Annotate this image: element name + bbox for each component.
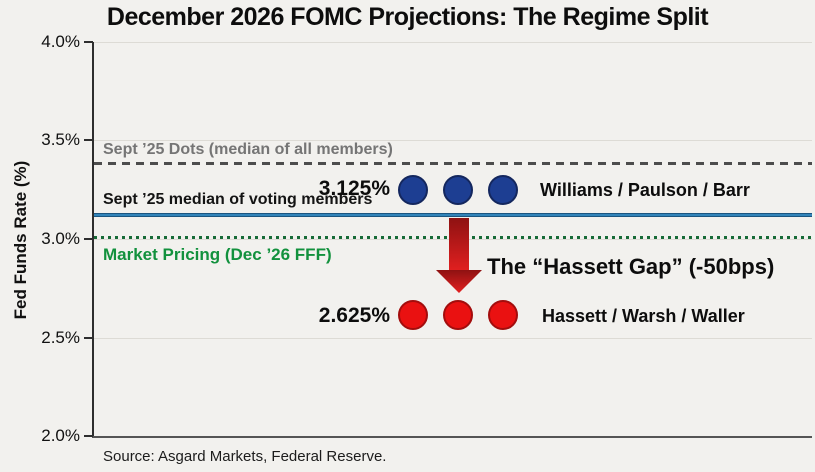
y-tick-label: 2.0% [41,426,80,445]
sept25-dots-median-label: Sept ’25 Dots (median of all members) [103,141,393,158]
down-arrow-icon [436,218,482,293]
gridline-2.5 [94,338,812,339]
blue-dot [398,175,428,205]
market-pricing-label: Market Pricing (Dec ’26 FFF) [103,245,332,264]
red-dot [398,300,428,330]
hawk-rate-label: 3.125% [318,177,390,200]
chart-title: December 2026 FOMC Projections: The Regi… [106,3,709,31]
y-axis-line [92,42,94,437]
dove-rate-label: 2.625% [318,304,390,327]
sept25-voting-median-label: Sept ’25 median of voting members [103,191,373,208]
y-tick [84,238,93,240]
gridline-4.0 [94,42,812,43]
y-tick [84,337,93,339]
y-tick-label: 2.5% [41,328,80,347]
sept25-dots-median-line [94,162,812,165]
y-tick [84,435,93,437]
red-dot [443,300,473,330]
y-tick [84,41,93,43]
x-axis-line [92,436,812,438]
dove-members-label: Hassett / Warsh / Waller [542,306,745,326]
blue-dot [443,175,473,205]
gridline-3.5 [94,140,812,141]
source-note: Source: Asgard Markets, Federal Reserve. [103,448,387,465]
blue-dot [488,175,518,205]
y-tick-label: 3.5% [41,130,80,149]
red-dot [488,300,518,330]
sept25-voting-median-line [94,213,812,217]
y-tick [84,139,93,141]
hawk-members-label: Williams / Paulson / Barr [540,180,750,200]
hassett-gap-annotation: The “Hassett Gap” (-50bps) [487,254,775,279]
y-tick-label: 4.0% [41,32,80,51]
y-tick-label: 3.0% [41,229,80,248]
